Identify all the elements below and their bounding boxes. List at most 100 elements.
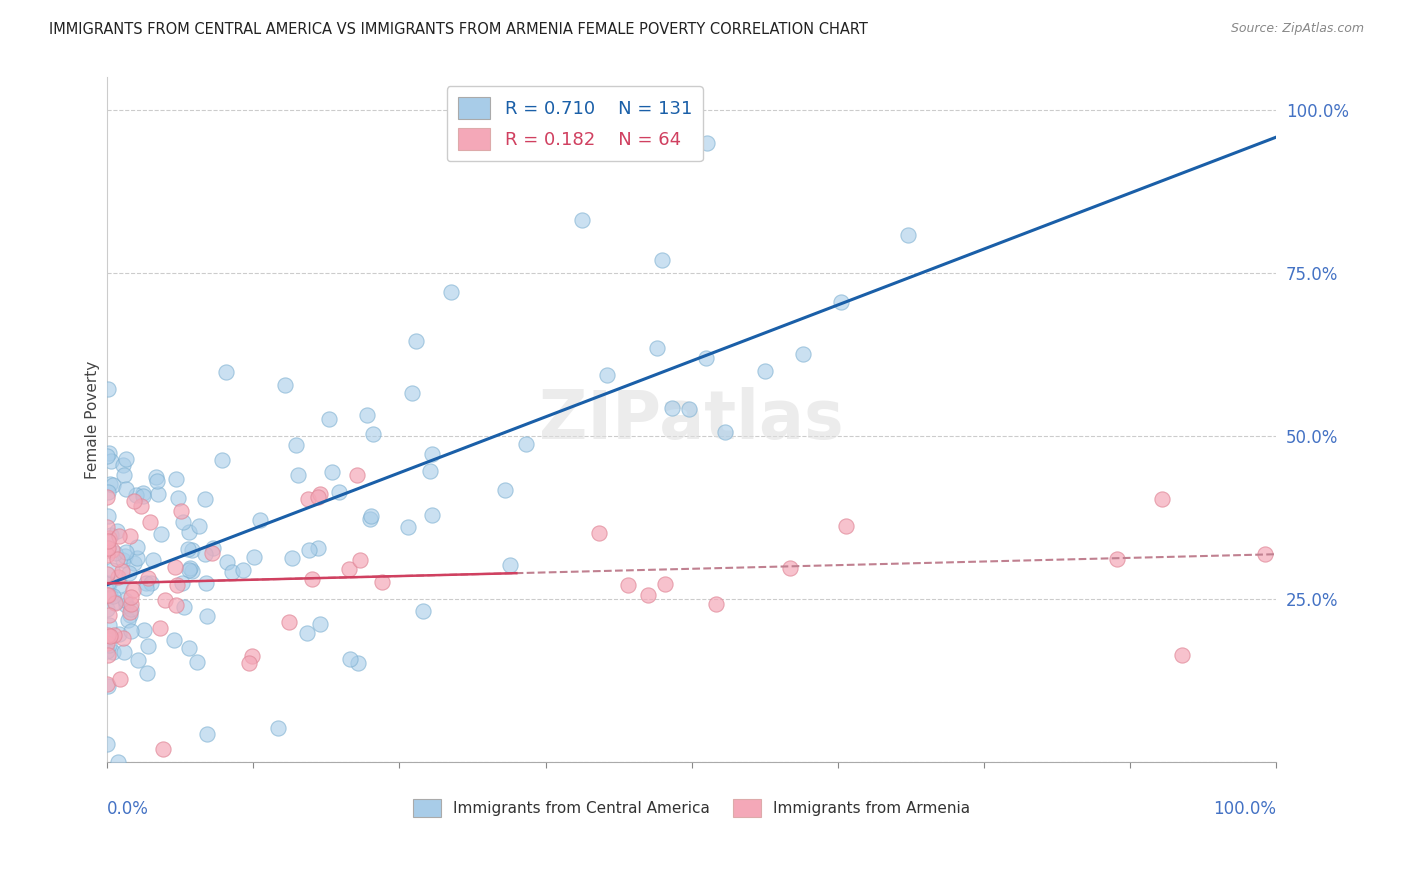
Point	[114, 549, 136, 563]
Point	[98, 638, 121, 652]
Point	[678, 402, 700, 417]
Point	[136, 571, 159, 585]
Point	[129, 499, 152, 513]
Point	[714, 425, 737, 439]
Point	[101, 563, 124, 577]
Point	[186, 655, 208, 669]
Point	[107, 552, 129, 566]
Point	[596, 368, 619, 382]
Point	[97, 648, 120, 663]
Point	[108, 578, 131, 592]
Point	[301, 572, 323, 586]
Point	[651, 253, 673, 268]
Point	[167, 491, 190, 506]
Point	[661, 401, 683, 416]
Point	[97, 541, 120, 556]
Point	[170, 503, 193, 517]
Point	[127, 550, 149, 565]
Point	[172, 515, 194, 529]
Point	[439, 285, 461, 300]
Point	[309, 487, 332, 501]
Point	[696, 136, 718, 150]
Point	[195, 609, 218, 624]
Point	[139, 576, 162, 591]
Y-axis label: Female Poverty: Female Poverty	[86, 360, 100, 479]
Point	[571, 212, 593, 227]
Point	[792, 347, 814, 361]
Point	[704, 597, 727, 611]
Point	[104, 595, 127, 609]
Point	[232, 563, 254, 577]
Point	[221, 565, 243, 579]
Point	[1254, 547, 1277, 561]
Point	[120, 602, 142, 616]
Point	[101, 478, 124, 492]
Point	[135, 582, 157, 596]
Point	[96, 631, 118, 645]
Point	[135, 575, 157, 590]
Point	[361, 427, 384, 442]
Point	[118, 607, 141, 622]
Point	[242, 549, 264, 564]
Point	[97, 531, 120, 545]
Point	[136, 639, 159, 653]
Point	[617, 578, 640, 592]
Point	[145, 470, 167, 484]
Point	[195, 727, 218, 741]
Point	[120, 606, 142, 620]
Point	[835, 519, 858, 533]
Point	[112, 458, 135, 472]
Point	[211, 453, 233, 467]
Point	[654, 577, 676, 591]
Point	[287, 467, 309, 482]
Point	[165, 472, 187, 486]
Point	[153, 592, 176, 607]
Point	[173, 599, 195, 614]
Point	[371, 575, 394, 590]
Point	[136, 665, 159, 680]
Point	[295, 626, 318, 640]
Point	[297, 491, 319, 506]
Point	[108, 627, 131, 641]
Point	[120, 590, 142, 604]
Point	[201, 546, 224, 560]
Point	[96, 601, 118, 615]
Point	[499, 558, 522, 573]
Point	[97, 575, 120, 590]
Point	[108, 673, 131, 687]
Point	[97, 618, 120, 632]
Point	[111, 632, 134, 646]
Point	[309, 617, 332, 632]
Point	[97, 627, 120, 641]
Point	[195, 575, 218, 590]
Point	[179, 561, 201, 575]
Point	[152, 742, 174, 756]
Point	[107, 756, 129, 770]
Point	[360, 509, 382, 524]
Point	[96, 548, 118, 562]
Point	[419, 464, 441, 478]
Point	[337, 562, 360, 576]
Point	[96, 737, 118, 751]
Point	[97, 446, 120, 460]
Point	[645, 341, 668, 355]
Point	[356, 409, 378, 423]
Point	[100, 453, 122, 467]
Point	[122, 556, 145, 570]
Point	[96, 566, 118, 581]
Text: IMMIGRANTS FROM CENTRAL AMERICA VS IMMIGRANTS FROM ARMENIA FEMALE POVERTY CORREL: IMMIGRANTS FROM CENTRAL AMERICA VS IMMIG…	[49, 22, 868, 37]
Point	[359, 512, 381, 526]
Point	[96, 588, 118, 602]
Point	[163, 632, 186, 647]
Point	[201, 541, 224, 555]
Point	[134, 623, 156, 637]
Point	[149, 621, 172, 635]
Point	[114, 452, 136, 467]
Point	[96, 520, 118, 534]
Point	[97, 533, 120, 548]
Point	[150, 527, 173, 541]
Point	[115, 482, 138, 496]
Point	[1150, 492, 1173, 507]
Point	[267, 721, 290, 735]
Point	[97, 485, 120, 500]
